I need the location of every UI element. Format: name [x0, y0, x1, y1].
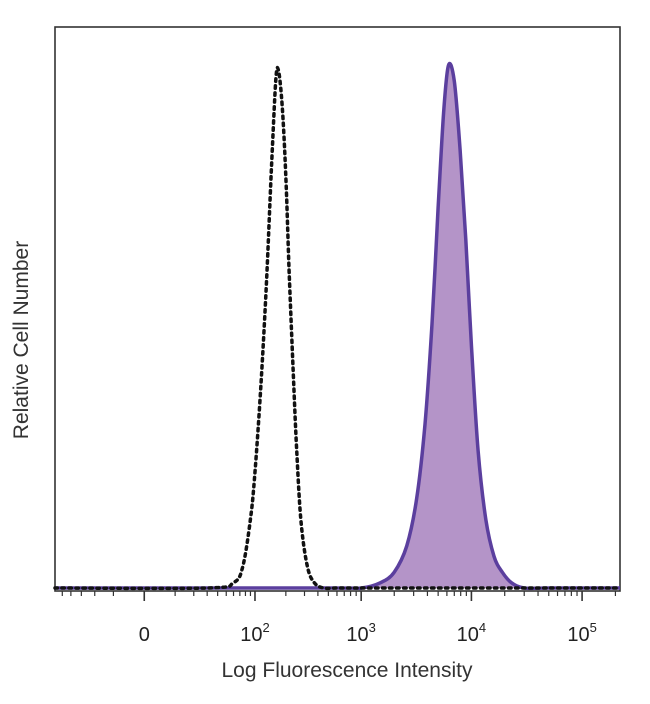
x-tick-label: 105 — [567, 620, 596, 646]
x-tick-label: 104 — [457, 620, 486, 646]
control-histogram-line — [53, 65, 622, 591]
stained-histogram-line — [54, 61, 620, 591]
y-axis-label: Relative Cell Number — [10, 241, 33, 439]
x-tick-label: 102 — [240, 620, 269, 646]
x-axis-ticks: 0 102 103 104 105 — [61, 591, 617, 646]
series-layer — [53, 61, 622, 591]
x-axis-label: Log Fluorescence Intensity — [222, 659, 473, 682]
stained-histogram-fill — [55, 63, 620, 589]
x-tick-label: 103 — [346, 620, 375, 646]
plot-frame — [54, 26, 621, 592]
x-tick-label: 0 — [139, 624, 150, 646]
